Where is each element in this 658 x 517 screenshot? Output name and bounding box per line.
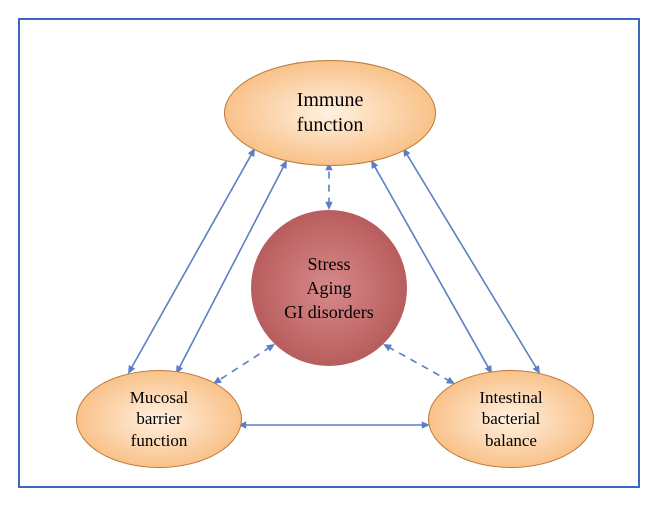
- node-mucosal-barrier: Mucosal barrier function: [76, 370, 242, 468]
- node-intestinal-bacterial: Intestinal bacterial balance: [428, 370, 594, 468]
- node-label-line: Immune: [297, 88, 364, 113]
- node-label-line: Aging: [307, 276, 352, 300]
- node-label-line: function: [131, 430, 188, 451]
- node-label-line: function: [297, 113, 364, 138]
- node-immune-function: Immune function: [224, 60, 436, 166]
- node-label-line: Stress: [307, 252, 350, 276]
- node-label-line: barrier: [136, 408, 181, 429]
- node-center-factors: Stress Aging GI disorders: [251, 210, 407, 366]
- node-label-line: balance: [485, 430, 537, 451]
- node-label-line: Mucosal: [130, 387, 189, 408]
- node-label-line: GI disorders: [284, 300, 373, 324]
- node-label-line: bacterial: [482, 408, 541, 429]
- node-label-line: Intestinal: [479, 387, 542, 408]
